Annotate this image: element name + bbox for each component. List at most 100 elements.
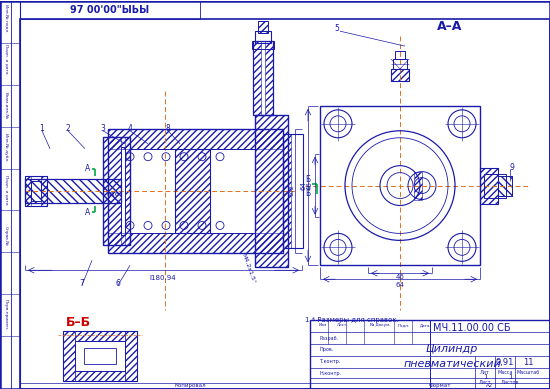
Text: Инв.№ дубл.: Инв.№ дубл. [4,133,8,162]
Text: Взам.инв.№: Взам.инв.№ [4,93,8,119]
Text: l180.94: l180.94 [150,275,177,281]
Text: А2: А2 [486,383,494,388]
Text: Масса: Масса [497,370,513,375]
Text: 64: 64 [300,181,306,190]
Bar [103,137,130,245]
Bar [25,179,121,203]
Text: 0,91: 0,91 [496,358,514,367]
Bar [393,59,407,69]
Bar [108,233,283,253]
Bar [75,371,125,381]
Text: 97 00'00"ЫЬЫ: 97 00'00"ЫЬЫ [70,5,150,15]
Text: Б: Б [305,175,311,184]
Bar [125,137,130,245]
Text: Справ.№: Справ.№ [4,226,8,245]
Text: Перв.примен.: Перв.примен. [4,300,8,331]
Bar [283,134,303,248]
Bar [25,175,47,205]
Text: А: А [85,208,91,217]
Text: Т.контр.: Т.контр. [319,359,340,364]
Text: Подп.: Подп. [398,323,410,327]
Text: 2: 2 [65,124,70,133]
Bar [391,69,409,81]
Bar [480,168,498,203]
Text: 3: 3 [101,124,106,133]
Text: А–А: А–А [437,20,463,33]
Text: 102: 102 [289,185,294,196]
Text: Б–Б: Б–Б [65,315,91,329]
Bar [84,348,116,364]
Text: Б: Б [305,189,311,198]
Text: 5: 5 [334,24,339,33]
Bar [63,331,137,381]
Bar [121,147,125,235]
Text: Н.контр.: Н.контр. [319,371,341,377]
Bar [484,173,506,198]
Bar [258,21,268,33]
Bar [31,180,41,200]
Text: Лит: Лит [480,370,490,375]
Text: 1: 1 [483,374,487,380]
Bar [25,179,121,203]
Bar [25,175,31,205]
Bar [63,331,75,381]
Bar [283,134,291,248]
Text: Листов: Листов [501,380,519,385]
Text: 7: 7 [80,279,85,288]
Text: пневматический: пневматический [403,359,501,369]
Text: МЧ.11.00.00 СБ: МЧ.11.00.00 СБ [433,323,511,333]
Bar [253,41,273,115]
Bar [175,149,210,233]
Text: 46: 46 [395,274,404,280]
Bar [75,331,125,341]
Text: Подп. и дата: Подп. и дата [4,175,8,204]
Text: Ø16: Ø16 [107,192,119,197]
Bar [20,1,200,19]
Text: Разраб.: Разраб. [319,335,338,340]
Bar [258,21,268,33]
Bar [498,175,512,196]
Bar [255,31,271,43]
Text: 4: 4 [128,124,133,133]
Bar [265,41,273,115]
Text: 1: 1 [508,374,512,380]
Text: Масштаб: Масштаб [516,370,540,375]
Text: Подп. и дата: Подп. и дата [4,44,8,74]
Text: Пров.: Пров. [319,347,333,352]
Bar [0,1,11,389]
Text: Цилиндр: Цилиндр [426,344,478,354]
Bar [253,41,261,115]
Bar [108,129,283,253]
Text: Инв.№ подл.: Инв.№ подл. [4,4,8,33]
Bar [175,149,210,233]
Text: Дата: Дата [420,323,431,327]
Text: А: А [85,164,91,173]
Text: 11: 11 [522,358,534,367]
Bar [75,341,125,371]
Text: 6: 6 [116,279,120,288]
Text: Изм: Изм [319,323,327,327]
Text: 46: 46 [307,181,313,190]
Text: Копировал: Копировал [174,383,206,388]
Text: Лист: Лист [337,323,347,327]
Text: 1: 1 [40,124,45,133]
Bar [498,175,512,196]
Text: № Докум.: № Докум. [370,323,390,327]
Bar [414,172,422,200]
Bar [310,320,550,389]
Bar [391,69,409,81]
Bar [0,1,20,389]
Text: Формат: Формат [429,383,451,388]
Text: 9: 9 [509,163,514,172]
Text: 8: 8 [166,124,170,133]
Bar [41,175,47,205]
Bar [130,149,255,233]
Text: Лист: Лист [478,380,491,385]
Bar [255,115,288,267]
Bar [252,41,274,49]
Bar [255,115,288,267]
Text: М4.2x1.5°: М4.2x1.5° [240,252,256,284]
Bar [108,129,283,149]
Bar [125,331,137,381]
Text: 1 * Размеры для справок.: 1 * Размеры для справок. [305,317,399,323]
